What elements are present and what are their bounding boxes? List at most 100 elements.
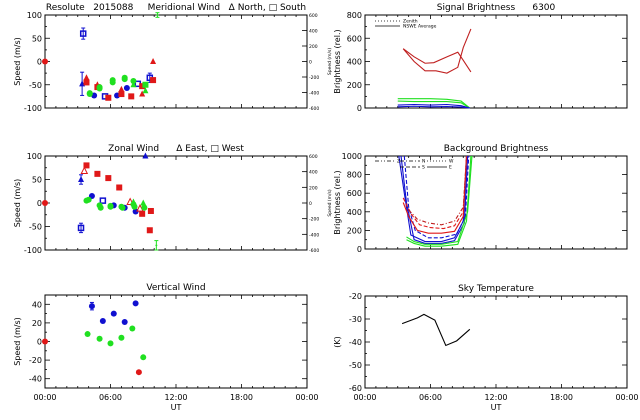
right-y-axis-label: Speed (m/s) [327, 48, 333, 76]
y-tick-label: 20 [32, 319, 42, 328]
series-line [397, 103, 470, 109]
data-point [88, 303, 95, 310]
series-line [397, 100, 471, 109]
series-line [408, 155, 468, 226]
right-y-tick-label: 400 [309, 170, 318, 176]
x-tick-label: 00:00 [353, 393, 376, 402]
series-green [84, 325, 147, 361]
series-line [402, 155, 468, 230]
x-tick-label: 12:00 [484, 393, 507, 402]
right-y-tick-label: -400 [309, 91, 319, 97]
series-red-upper [402, 48, 472, 73]
data-point [78, 176, 85, 182]
data-point [94, 170, 101, 177]
data-point [99, 318, 106, 325]
y-tick-label: 0 [357, 104, 362, 113]
series-green-east [130, 198, 147, 206]
series-blue-lower [397, 105, 470, 109]
data-point [135, 369, 142, 376]
y-axis-label: Speed (m/s) [13, 179, 22, 228]
series-zenith-ref [42, 58, 48, 65]
right-y-tick-label: 600 [309, 13, 318, 19]
data-point [84, 331, 91, 338]
data-point [96, 335, 103, 342]
x-tick-label: 06:00 [99, 393, 122, 402]
data-point [130, 81, 137, 88]
data-point [128, 93, 135, 100]
data-point [142, 87, 149, 94]
series-red-3 [408, 155, 468, 226]
data-point [77, 224, 85, 232]
chart-title: Sky Temperature [458, 284, 534, 294]
series-line [402, 155, 468, 234]
series-zenith-ref [42, 338, 48, 345]
y-tick-label: -20 [29, 356, 42, 365]
series-blue-2 [400, 155, 469, 244]
data-point [150, 58, 157, 64]
data-point [107, 203, 114, 210]
series-red-west [83, 162, 154, 234]
y-tick-label: 400 [347, 208, 362, 217]
series-green-1 [406, 155, 472, 247]
y-axis-label: Brightness (rel.) [333, 29, 342, 93]
series-line [397, 105, 470, 109]
y-tick-label: -50 [29, 81, 42, 90]
y-tick-label: 50 [32, 34, 42, 43]
data-point [96, 85, 103, 92]
series-green-2 [406, 155, 473, 245]
series-blue-upper [397, 103, 470, 109]
y-tick-label: -50 [29, 223, 42, 232]
panel-skytemp: Sky Temperature 00:00 06:00 12:00 18:00 00:00… [333, 284, 639, 412]
right-y-tick-label: -600 [309, 106, 319, 112]
y-tick-label: -40 [349, 338, 362, 347]
data-point [86, 91, 93, 98]
data-point [80, 166, 89, 175]
data-point [142, 152, 149, 159]
series-red [135, 369, 142, 376]
right-y-tick-label: 0 [309, 201, 312, 207]
series-green-err [154, 240, 159, 251]
y-tick-label: 0 [37, 338, 42, 347]
right-y-tick-label: -200 [309, 217, 319, 223]
y-axis-label: (K) [333, 336, 342, 348]
y-tick-label: -100 [24, 104, 42, 113]
x-tick-label: 18:00 [550, 393, 573, 402]
y-tick-label: 800 [347, 171, 362, 180]
x-tick-label: 00:00 [295, 393, 318, 402]
x-axis-label: UT [491, 403, 502, 412]
data-point [121, 76, 128, 83]
series-green-lower [397, 100, 471, 109]
y-tick-label: 100 [27, 11, 42, 20]
data-point [140, 199, 147, 206]
series-line [402, 28, 472, 74]
data-point [79, 30, 87, 37]
series-green-south [142, 81, 149, 88]
y-tick-label: -30 [349, 315, 362, 324]
data-point [99, 197, 107, 204]
data-point [107, 340, 114, 347]
data-point [116, 184, 123, 191]
y-axis-label: Speed (m/s) [13, 37, 22, 86]
legend-label: NSWE Average [403, 24, 437, 30]
y-tick-label: 200 [347, 81, 362, 90]
data-point [142, 81, 149, 88]
data-point [42, 58, 48, 65]
data-point [132, 300, 139, 307]
legend-label: Z [397, 159, 400, 165]
data-point [147, 207, 154, 214]
series-red-1 [402, 155, 468, 234]
series-blue-west [77, 197, 107, 234]
plot-frame [44, 155, 308, 251]
right-y-tick-label: -400 [309, 232, 319, 238]
data-point [110, 310, 117, 317]
y-tick-label: -100 [24, 246, 42, 255]
plot-frame [44, 294, 308, 389]
plot-frame [364, 295, 628, 389]
series-line [397, 98, 471, 109]
series-blue-east [78, 152, 149, 185]
right-y-tick-label: -200 [309, 75, 319, 81]
right-y-tick-label: -600 [309, 248, 319, 254]
data-point [83, 79, 90, 86]
series-zenith-ref [42, 200, 48, 206]
